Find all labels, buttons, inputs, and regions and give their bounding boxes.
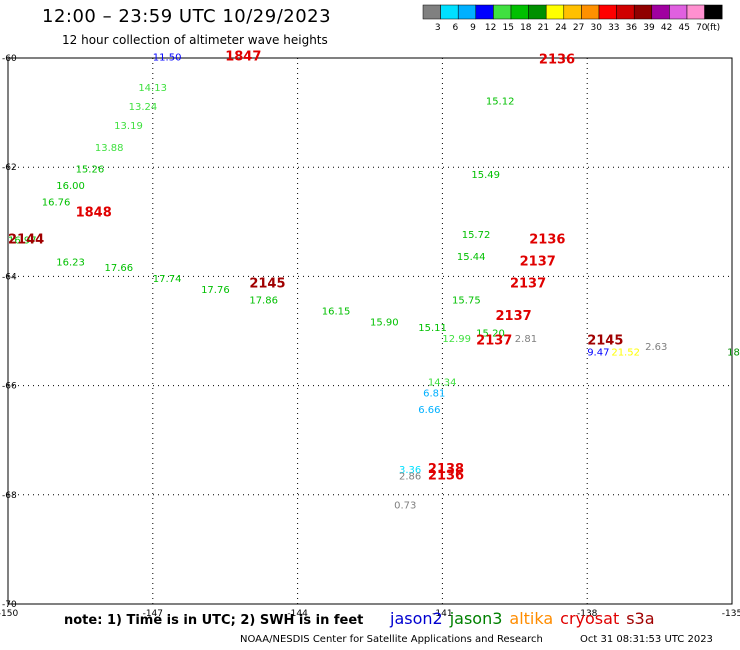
wave-height-value: 15.20 [476, 328, 505, 339]
colorbar-label: (ft) [707, 23, 721, 33]
wave-height-value: 16.76 [42, 197, 71, 208]
generated-timestamp: Oct 31 08:31:53 UTC 2023 [580, 634, 713, 645]
pass-time-label: 2137 [495, 309, 531, 324]
wave-height-value: 16.00 [56, 181, 85, 192]
satellite-legend-cryosat: cryosat [560, 609, 620, 628]
lat-tick-label: -60 [2, 54, 17, 64]
wave-height-value: 15.90 [370, 318, 399, 329]
pass-time-label: 1847 [225, 50, 261, 65]
pass-time-label: 2137 [520, 254, 556, 269]
lon-tick-label: -138 [577, 609, 598, 619]
colorbar-label: 21 [538, 23, 549, 33]
colorbar-label: 27 [573, 23, 584, 33]
footnote: note: 1) Time is in UTC; 2) SWH is in fe… [64, 613, 364, 628]
colorbar-swatch [704, 4, 723, 20]
map-frame [7, 57, 733, 605]
wave-height-value: 15.11 [418, 323, 447, 334]
wave-height-value: 2.81 [515, 334, 537, 345]
satellite-legend: jason2 jason3 altika cryosat s3a [390, 609, 662, 628]
pass-time-label: 2136 [428, 469, 464, 484]
colorbar-label: 18 [520, 23, 532, 33]
lat-tick-label: -64 [2, 272, 17, 282]
colorbar-label: 70 [696, 23, 708, 33]
wave-height-value: 17.86 [249, 296, 278, 307]
wave-height-value: 9.47 [587, 348, 609, 359]
lat-tick-label: -70 [2, 600, 17, 610]
wave-height-value: 15.72 [462, 230, 491, 241]
lon-tick-label: -150 [0, 609, 18, 619]
lat-tick-label: -62 [2, 163, 17, 173]
lon-tick-label: -147 [143, 609, 163, 619]
wave-height-value: 6.81 [423, 389, 445, 400]
map-title: 12:00 – 23:59 UTC 10/29/2023 [42, 6, 332, 27]
wave-height-value: 15.12 [486, 96, 515, 107]
wave-height-value: 14.34 [428, 378, 457, 389]
pass-time-label: 2138 [428, 462, 464, 477]
wave-height-value: 12.99 [442, 334, 471, 345]
wave-height-value: 13.88 [95, 143, 124, 154]
wave-height-value: 0.73 [394, 500, 416, 511]
wave-height-value: 18.78 [727, 348, 740, 359]
wave-height-value: 16.23 [56, 257, 85, 268]
wave-height-value: 13.24 [129, 102, 158, 113]
pass-time-label: 2136 [539, 52, 575, 67]
colorbar-label: 36 [626, 23, 638, 33]
colorbar-label: 9 [470, 23, 476, 33]
wave-height-value: 15.26 [76, 165, 105, 176]
credit-line: NOAA/NESDIS Center for Satellite Applica… [240, 634, 543, 645]
lat-tick-label: -66 [2, 382, 17, 392]
pass-time-label: 2145 [249, 276, 285, 291]
lon-tick-label: -135 [722, 609, 740, 619]
wave-height-value: 2.86 [399, 472, 421, 483]
pass-time-label: 2137 [476, 334, 512, 349]
satellite-legend-altika: altika [509, 609, 554, 628]
pass-time-label: 2137 [510, 276, 546, 291]
colorbar-label: 39 [643, 23, 655, 33]
colorbar-label: 12 [485, 23, 496, 33]
satellite-legend-jason3: jason3 [449, 609, 503, 628]
wave-height-value: 16.97 [8, 236, 37, 247]
colorbar-label: 24 [555, 23, 567, 33]
wave-height-value: 14.13 [138, 83, 167, 94]
satellite-legend-s3a: s3a [626, 609, 655, 628]
lon-tick-label: -144 [287, 609, 308, 619]
color-legend: 3 6 9 12 15 18 21 24 27 30 33 36 39 42 45 70 (ft) [422, 4, 723, 33]
colorbar-label: 33 [608, 23, 619, 33]
colorbar-label: 42 [661, 23, 672, 33]
wave-height-value: 21.52 [611, 348, 640, 359]
wave-height-value: 6.66 [418, 405, 440, 416]
wave-height-value: 17.66 [105, 263, 134, 274]
wave-height-value: 15.44 [457, 252, 486, 263]
wave-height-value: 15.49 [471, 170, 500, 181]
wave-height-value: 3.36 [399, 465, 421, 476]
colorbar-label: 15 [502, 23, 513, 33]
wave-height-value: 2.63 [645, 342, 667, 353]
colorbar-label: 6 [453, 23, 459, 33]
pass-time-label: 2144 [8, 233, 44, 248]
colorbar-label: 3 [435, 23, 441, 33]
pass-time-label: 2145 [587, 334, 623, 349]
colorbar-label: 45 [678, 23, 689, 33]
satellite-legend-jason2: jason2 [390, 609, 443, 628]
lat-tick-label: -68 [2, 491, 17, 501]
pass-time-label: 2136 [529, 233, 565, 248]
wave-height-value: 15.75 [452, 296, 481, 307]
wave-height-value: 13.19 [114, 121, 143, 132]
map-subtitle: 12 hour collection of altimeter wave hei… [62, 33, 328, 47]
pass-time-label: 1848 [76, 205, 112, 220]
lon-tick-label: -141 [432, 609, 452, 619]
colorbar-label: 30 [590, 23, 602, 33]
wave-height-value: 17.76 [201, 285, 230, 296]
wave-height-value: 11.50 [153, 53, 182, 64]
wave-height-value: 17.74 [153, 274, 182, 285]
wave-height-value: 16.15 [322, 307, 351, 318]
